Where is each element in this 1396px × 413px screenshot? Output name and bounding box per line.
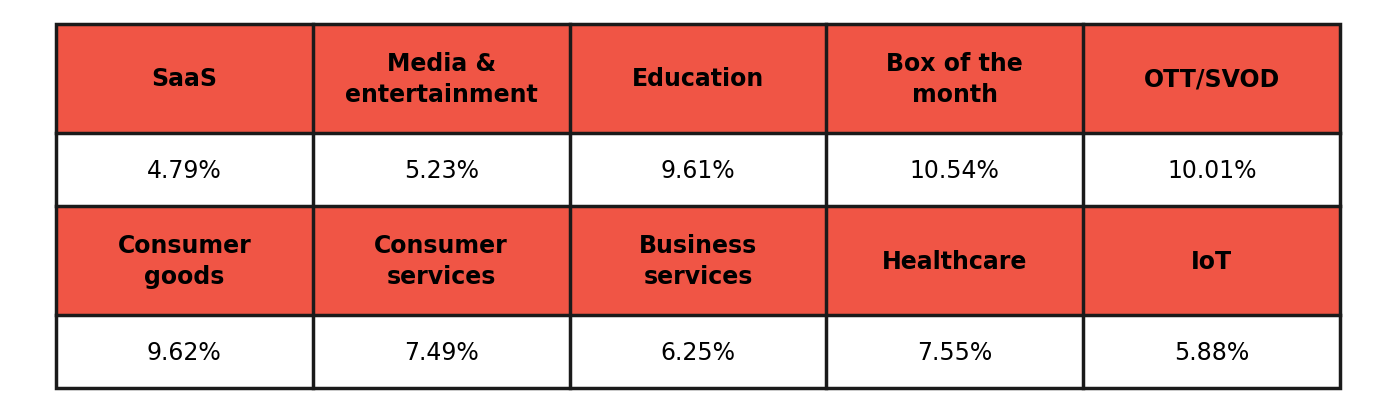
Text: 9.61%: 9.61%: [660, 158, 736, 182]
Bar: [313, 316, 570, 388]
Bar: [1083, 134, 1340, 206]
Bar: [313, 206, 570, 316]
Bar: [570, 206, 826, 316]
Text: Education: Education: [632, 67, 764, 91]
Text: Business
services: Business services: [639, 234, 757, 288]
Bar: [313, 25, 570, 134]
Bar: [826, 25, 1083, 134]
Text: 9.62%: 9.62%: [147, 340, 222, 364]
Text: Healthcare: Healthcare: [882, 249, 1027, 273]
Text: Consumer
goods: Consumer goods: [117, 234, 251, 288]
Bar: [826, 134, 1083, 206]
Text: 6.25%: 6.25%: [660, 340, 736, 364]
Bar: [570, 134, 826, 206]
Text: SaaS: SaaS: [151, 67, 218, 91]
Bar: [826, 316, 1083, 388]
Bar: [1083, 25, 1340, 134]
Text: 7.55%: 7.55%: [917, 340, 993, 364]
Bar: [570, 25, 826, 134]
Text: IoT: IoT: [1191, 249, 1233, 273]
Bar: [56, 25, 1340, 388]
Bar: [826, 206, 1083, 316]
Text: 5.88%: 5.88%: [1174, 340, 1249, 364]
Text: 10.54%: 10.54%: [910, 158, 1000, 182]
Bar: [1083, 206, 1340, 316]
Text: 4.79%: 4.79%: [147, 158, 222, 182]
Text: 7.49%: 7.49%: [403, 340, 479, 364]
Bar: [56, 316, 313, 388]
Bar: [56, 134, 313, 206]
Bar: [570, 316, 826, 388]
Text: Media &
entertainment: Media & entertainment: [345, 52, 537, 107]
Bar: [56, 25, 313, 134]
Text: Box of the
month: Box of the month: [886, 52, 1023, 107]
Text: Consumer
services: Consumer services: [374, 234, 508, 288]
Text: 10.01%: 10.01%: [1167, 158, 1256, 182]
Bar: [313, 134, 570, 206]
Text: OTT/SVOD: OTT/SVOD: [1143, 67, 1280, 91]
Bar: [56, 206, 313, 316]
Text: 5.23%: 5.23%: [403, 158, 479, 182]
Bar: [1083, 316, 1340, 388]
